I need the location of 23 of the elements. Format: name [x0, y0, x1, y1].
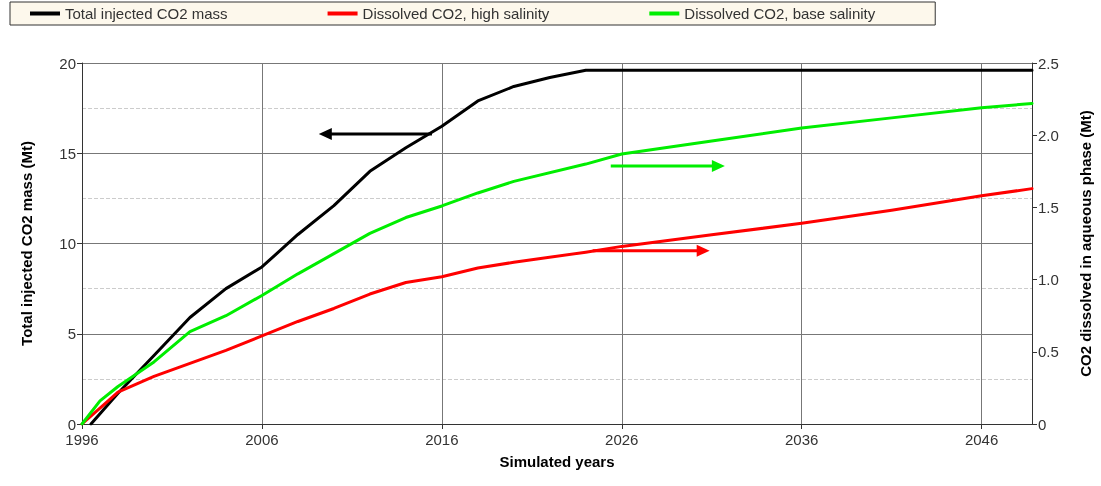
x-axis-title: Simulated years	[499, 453, 615, 470]
y2-tick-label: 2.5	[1038, 54, 1059, 72]
y-tick-label: 20	[59, 54, 76, 72]
y2-tick-label: 2.0	[1038, 126, 1059, 144]
x-tick-label: 2046	[964, 431, 999, 448]
y2-tick-label: 0	[1038, 415, 1047, 433]
y-tick-label: 10	[59, 235, 76, 252]
x-tick-label: 2026	[605, 431, 639, 448]
x-tick-label: 1996	[65, 431, 99, 448]
legend-label: Dissolved CO2, base salinity	[684, 5, 876, 22]
y-tick-label: 15	[59, 144, 76, 162]
y2-tick-label: 1.0	[1038, 271, 1059, 289]
y-tick-label: 0	[67, 415, 76, 433]
y2-tick-label: 0.5	[1038, 343, 1059, 361]
y2-axis-title: CO2 dissolved in aqueous phase (Mt)	[1077, 110, 1094, 377]
y-tick-label: 5	[67, 325, 76, 343]
x-tick-label: 2036	[785, 431, 819, 448]
x-tick-label: 2006	[245, 431, 279, 448]
legend-label: Dissolved CO2, high salinity	[362, 5, 550, 22]
x-tick-label: 2016	[425, 431, 459, 448]
y-axis-title: Total injected CO2 mass (Mt)	[18, 141, 35, 346]
y2-tick-label: 1.5	[1038, 198, 1059, 216]
legend-label: Total injected CO2 mass	[65, 5, 228, 22]
